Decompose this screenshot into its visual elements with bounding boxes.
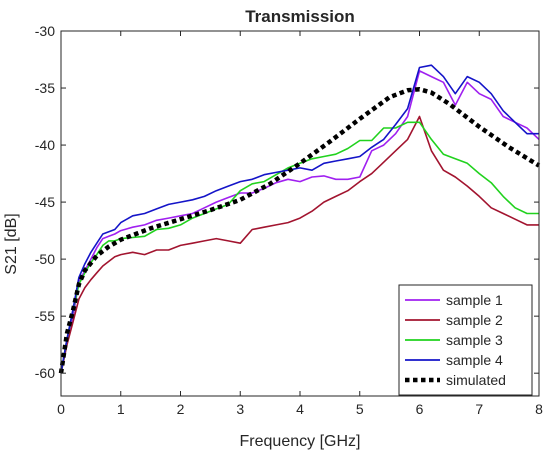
x-tick-label: 1 <box>117 401 125 417</box>
y-tick-label: -35 <box>35 80 55 96</box>
axes <box>60 30 540 397</box>
x-tick-label: 2 <box>177 401 185 417</box>
y-tick-label: -40 <box>35 137 55 153</box>
x-tick-label: 3 <box>236 401 244 417</box>
y-tick-label: -30 <box>35 23 55 39</box>
y-tick-label: -45 <box>35 194 55 210</box>
chart-title: Transmission <box>245 7 355 26</box>
y-tick-label: -60 <box>35 365 55 381</box>
series-layer <box>58 64 541 374</box>
x-tick-label: 8 <box>535 401 543 417</box>
legend-label-2: sample 2 <box>446 312 503 328</box>
series-line-4 <box>60 64 539 374</box>
legend: sample 1 sample 2 sample 3 sample 4 simulate… <box>398 284 533 396</box>
x-tick-label: 6 <box>416 401 424 417</box>
series-line-2 <box>60 115 539 374</box>
x-axis-label: Frequency [GHz] <box>240 433 361 450</box>
series-line-5 <box>58 86 541 374</box>
y-tick-label: -55 <box>35 308 55 324</box>
x-tick-label: 4 <box>296 401 304 417</box>
x-tick-label: 5 <box>356 401 364 417</box>
legend-label-4: sample 4 <box>446 352 503 368</box>
y-axis-label: S21 [dB] <box>3 213 20 274</box>
y-tick-label: -50 <box>35 251 55 267</box>
tick-labels: 0 1 2 3 4 5 6 7 8 -60 -55 -50 -45 -40 -35 -30 <box>35 23 543 417</box>
x-tick-label: 7 <box>475 401 483 417</box>
x-tick-label: 0 <box>57 401 65 417</box>
legend-label-1: sample 1 <box>446 292 503 308</box>
legend-label-3: sample 3 <box>446 332 503 348</box>
series-line-3 <box>60 121 539 374</box>
legend-label-5: simulated <box>446 372 506 388</box>
